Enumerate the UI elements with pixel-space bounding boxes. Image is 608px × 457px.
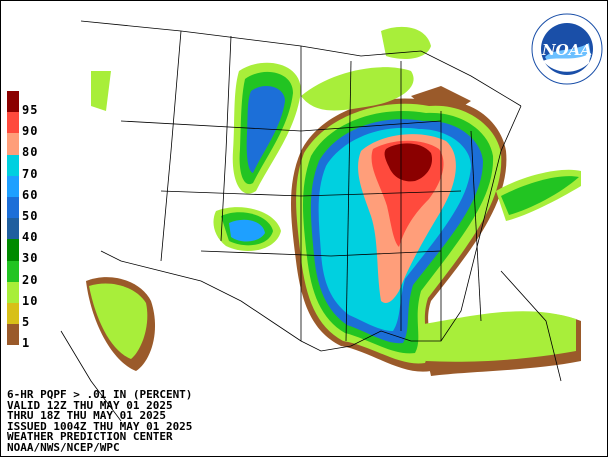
legend-label: 40 (22, 230, 39, 245)
legend-label: 70 (22, 166, 39, 181)
legend-swatch (7, 345, 19, 367)
legend-swatch (7, 133, 19, 155)
logo-text: NOAA (541, 41, 593, 59)
caption-line-issued: ISSUED 1004Z THU MAY 01 2025 (7, 419, 193, 433)
legend-swatch (7, 239, 19, 261)
noaa-logo: NOAA (531, 13, 603, 85)
legend-swatch (7, 303, 19, 325)
legend-swatch (7, 260, 19, 282)
state-boundaries (60, 20, 562, 422)
legend-label: 10 (22, 293, 39, 308)
caption-line-product: 6-HR PQPF > .01 IN (PERCENT) (7, 388, 193, 401)
caption-line-agency: NOAA/NWS/NCEP/WPC (7, 440, 120, 454)
probability-shading (86, 26, 581, 376)
caption-line-valid: VALID 12Z THU MAY 01 2025 (7, 398, 173, 412)
legend-swatch (7, 91, 19, 113)
legend-label: 90 (22, 124, 39, 139)
legend-swatch (7, 175, 19, 197)
legend-label: 1 (22, 336, 31, 351)
legend-label: 95 (22, 103, 39, 117)
legend-swatch (7, 218, 19, 240)
caption-line-center: WEATHER PREDICTION CENTER (7, 430, 173, 444)
legend-label: 60 (22, 187, 39, 202)
legend-label: 20 (22, 272, 39, 287)
legend-swatch (7, 281, 19, 303)
caption-line-thru: THRU 18Z THU MAY 01 2025 (7, 409, 166, 423)
legend-swatch (7, 324, 19, 346)
legend-label: 30 (22, 251, 39, 266)
legend-swatch (7, 112, 19, 134)
legend-swatch (7, 197, 19, 219)
legend-swatch (7, 154, 19, 176)
legend-label: 80 (22, 145, 39, 160)
legend-label: 5 (22, 315, 31, 329)
noaa-seal-icon (531, 13, 603, 85)
legend-label: 50 (22, 209, 39, 223)
map-caption: 6-HR PQPF > .01 IN (PERCENT) VALID 12Z T… (7, 388, 193, 454)
